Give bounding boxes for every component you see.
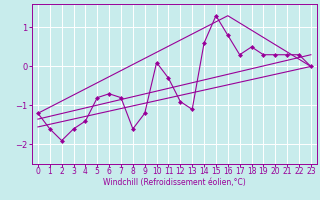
X-axis label: Windchill (Refroidissement éolien,°C): Windchill (Refroidissement éolien,°C) — [103, 178, 246, 187]
